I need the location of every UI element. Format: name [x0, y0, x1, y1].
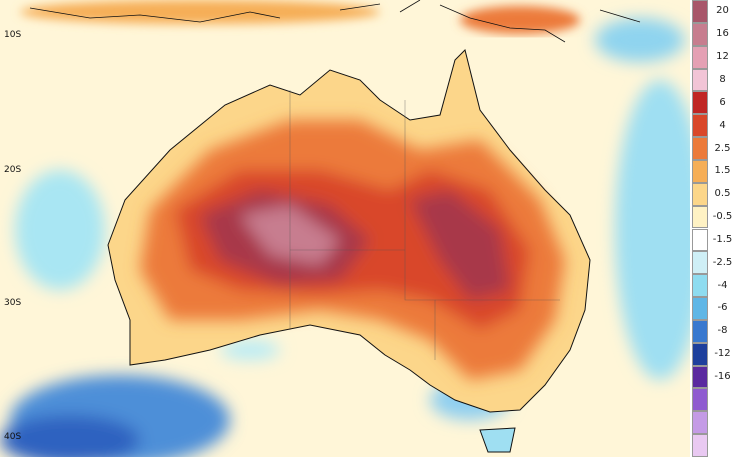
legend-tick-label: -16 — [714, 371, 731, 383]
legend-tick-label: -12 — [714, 348, 731, 360]
latitude-label-20s: 20S — [4, 165, 22, 175]
legend-tick-label: 4 — [719, 119, 726, 131]
legend-tick-label: -4 — [717, 279, 728, 291]
latitude-label-40s: 40S — [4, 432, 22, 442]
legend-swatch — [692, 365, 708, 389]
legend-swatch — [692, 137, 708, 160]
legend-swatch — [692, 228, 708, 252]
legend-tick-label: 1.5 — [714, 165, 731, 177]
latitude-label-30s: 30S — [4, 298, 22, 308]
legend-tick-label: 12 — [716, 51, 729, 63]
legend-swatch — [692, 0, 708, 23]
legend-swatch — [692, 274, 708, 298]
legend-swatch — [692, 342, 708, 366]
northern-coastlines — [29, 0, 641, 43]
temperature-anomaly-map — [0, 0, 690, 457]
legend-tick-label: 0.5 — [714, 188, 731, 200]
legend-swatch — [692, 114, 708, 138]
legend-swatch — [692, 159, 708, 183]
legend-tick-label: 2.5 — [714, 142, 731, 154]
northern-islands-warmth — [20, 0, 580, 34]
legend-swatch — [692, 205, 708, 229]
color-scale-legend: 20 16 12 8 6 4 2.5 1.5 0.5 -0.5 -1.5 -2.5 -4 -6 -8 -12 -… — [690, 0, 735, 457]
legend-swatch — [692, 388, 708, 412]
legend-swatch — [692, 251, 708, 275]
legend-tick-label: 16 — [716, 28, 729, 40]
legend-swatch — [692, 91, 708, 115]
legend-swatch — [692, 182, 708, 206]
australia-landmass — [107, 49, 591, 453]
legend-tick-label: 8 — [719, 73, 726, 85]
legend-swatch — [692, 411, 708, 435]
legend-tick-label: -1.5 — [712, 233, 733, 245]
legend-swatch — [692, 68, 708, 92]
latitude-label-10s: 10S — [4, 30, 22, 40]
legend-tick-label: -0.5 — [712, 211, 733, 223]
legend-swatch — [692, 434, 708, 457]
legend-swatch — [692, 45, 708, 69]
legend-swatch — [692, 22, 708, 46]
legend-tick-label: -2.5 — [712, 256, 733, 268]
legend-swatch — [692, 319, 708, 343]
cool-anomaly-regions — [0, 18, 690, 457]
legend-swatch — [692, 297, 708, 320]
legend-tick-label: -6 — [717, 302, 728, 314]
legend-tick-label: -8 — [717, 325, 728, 337]
legend-tick-label: 20 — [716, 5, 729, 17]
legend-tick-label: 6 — [719, 96, 726, 108]
